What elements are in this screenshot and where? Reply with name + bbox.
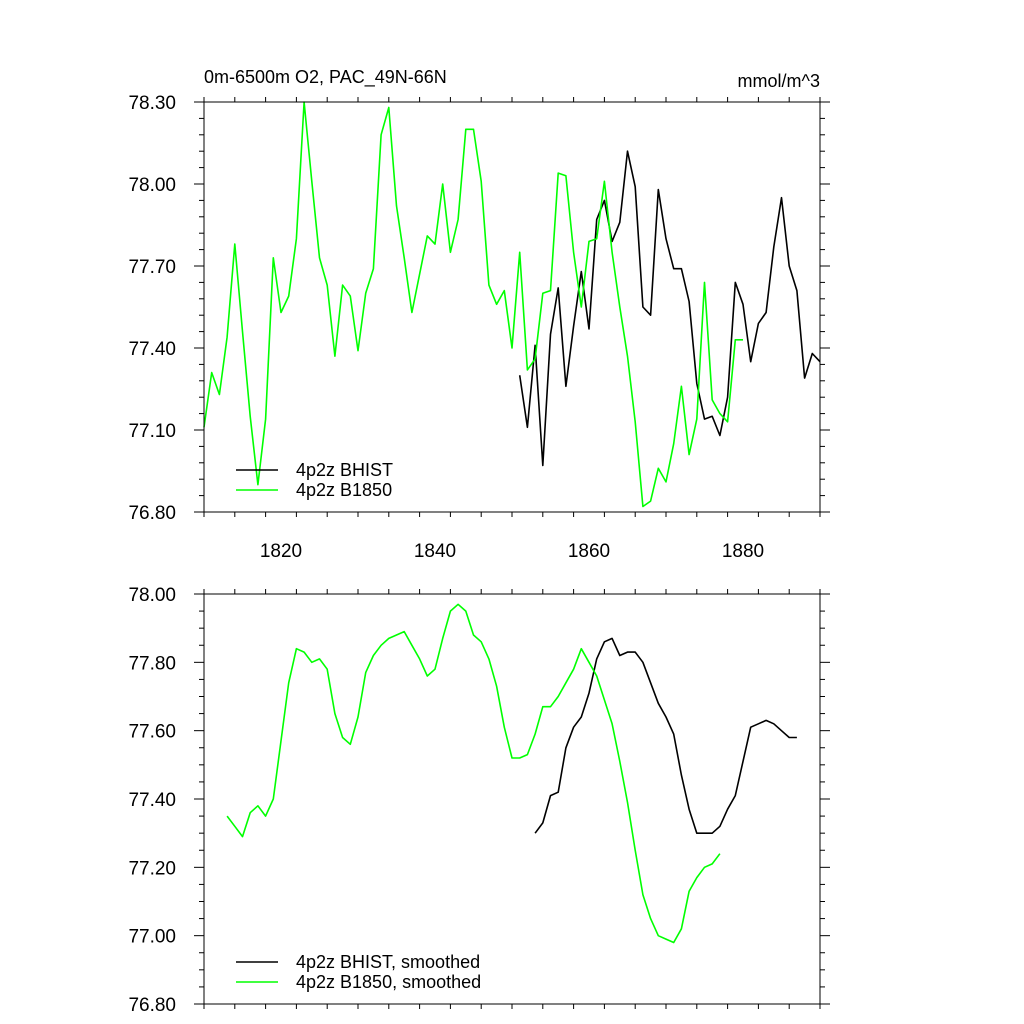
y-tick-label: 78.00 <box>128 585 176 606</box>
x-tick-label: 1820 <box>260 541 302 562</box>
y-tick-label: 77.40 <box>128 339 176 360</box>
units-label: mmol/m^3 <box>738 71 820 91</box>
y-tick-label: 76.80 <box>128 503 176 524</box>
series-line-bhist <box>534 637 797 835</box>
series-line-bhist <box>518 150 821 467</box>
series-line-b1850 <box>203 101 743 508</box>
bottom-panel: 78.00 77.80 77.60 77.40 77.20 77.00 76.80 4p2z… <box>128 585 830 1016</box>
x-tick-label: 1860 <box>568 541 610 562</box>
y-tick-label: 76.80 <box>128 995 176 1016</box>
y-tick-label: 77.60 <box>128 722 176 743</box>
y-tick-label: 77.00 <box>128 927 176 948</box>
y-tick-label: 77.10 <box>128 421 176 442</box>
y-tick-label: 77.20 <box>128 858 176 879</box>
legend-label: 4p2z B1850 <box>296 480 392 500</box>
y-tick-label: 77.70 <box>128 257 176 278</box>
bottom-axis-ticks: 78.00 77.80 77.60 77.40 77.20 77.00 76.80 <box>128 585 830 1016</box>
top-axis-ticks: 78.30 78.00 77.70 77.40 77.10 76.80 1820 1840 18… <box>128 93 830 562</box>
top-plot-frame <box>203 101 821 513</box>
legend-label: 4p2z BHIST, smoothed <box>296 952 480 972</box>
legend-label: 4p2z B1850, smoothed <box>296 972 481 992</box>
bottom-plot-frame <box>203 593 821 1005</box>
y-tick-label: 78.00 <box>128 175 176 196</box>
chart-title: 0m-6500m O2, PAC_49N-66N <box>204 67 447 88</box>
x-tick-label: 1880 <box>722 541 764 562</box>
bottom-series <box>226 603 797 944</box>
y-tick-label: 78.30 <box>128 93 176 114</box>
legend-label: 4p2z BHIST <box>296 460 393 480</box>
y-tick-label: 77.80 <box>128 653 176 674</box>
top-series <box>203 101 821 508</box>
x-tick-label: 1840 <box>414 541 456 562</box>
top-panel: 0m-6500m O2, PAC_49N-66N mmol/m^3 78.307… <box>128 67 830 562</box>
series-line-b1850 <box>226 603 721 944</box>
y-tick-label: 77.40 <box>128 790 176 811</box>
